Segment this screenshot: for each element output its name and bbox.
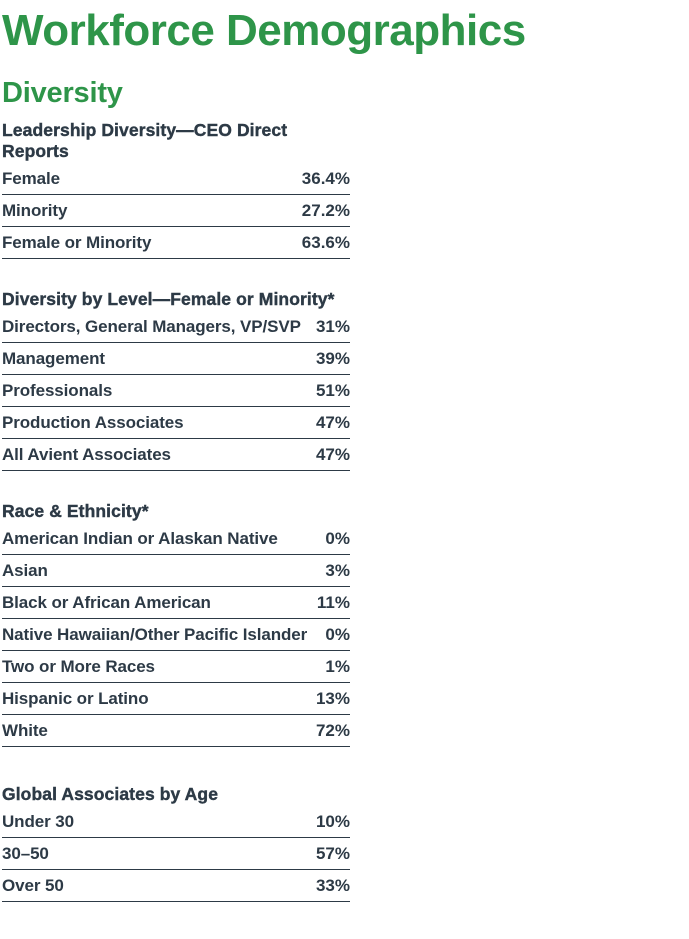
row-label: Hispanic or Latino bbox=[2, 688, 149, 708]
table-row: Directors, General Managers, VP/SVP 31% bbox=[2, 311, 350, 344]
table-heading: Race & Ethnicity* bbox=[2, 501, 149, 522]
table-row: Management 39% bbox=[2, 343, 350, 376]
row-label: Female bbox=[2, 168, 60, 188]
row-label: Management bbox=[2, 348, 105, 368]
row-label: Two or More Races bbox=[2, 656, 155, 676]
row-label: White bbox=[2, 720, 48, 740]
table-heading: Global Associates by Age bbox=[2, 784, 219, 805]
row-value: 27.2% bbox=[301, 200, 350, 220]
table-row: Minority 27.2% bbox=[2, 195, 350, 228]
row-value: 10% bbox=[315, 811, 350, 831]
row-value: 3% bbox=[325, 560, 350, 580]
row-value: 51% bbox=[315, 380, 350, 400]
row-label: Under 30 bbox=[2, 811, 74, 831]
row-label: Minority bbox=[2, 200, 68, 220]
row-label: All Avient Associates bbox=[2, 444, 171, 464]
table-row: Female or Minority 63.6% bbox=[2, 227, 350, 260]
section-title-diversity: Diversity bbox=[2, 76, 123, 109]
table-row: American Indian or Alaskan Native 0% bbox=[2, 523, 350, 556]
row-value: 39% bbox=[315, 348, 350, 368]
row-value: 31% bbox=[315, 316, 350, 336]
row-label: Female or Minority bbox=[2, 232, 152, 252]
table-row: Professionals 51% bbox=[2, 375, 350, 408]
table-race-ethnicity: Race & Ethnicity* American Indian or Ala… bbox=[2, 501, 350, 748]
page-title: Workforce Demographics bbox=[2, 6, 526, 55]
table-row: White 72% bbox=[2, 715, 350, 748]
row-value: 0% bbox=[325, 624, 350, 644]
table-heading: Diversity by Level—Female or Minority* bbox=[2, 289, 335, 310]
row-value: 47% bbox=[315, 444, 350, 464]
row-label: American Indian or Alaskan Native bbox=[2, 528, 278, 548]
row-label: Directors, General Managers, VP/SVP bbox=[2, 316, 301, 336]
table-row: Black or African American 11% bbox=[2, 587, 350, 620]
row-value: 63.6% bbox=[301, 232, 350, 252]
row-value: 33% bbox=[315, 875, 350, 895]
table-row: 30–50 57% bbox=[2, 838, 350, 871]
row-label: Black or African American bbox=[2, 592, 211, 612]
table-row: Two or More Races 1% bbox=[2, 651, 350, 684]
table-leadership-diversity: Leadership Diversity—CEO Direct Reports … bbox=[2, 120, 350, 260]
row-value: 11% bbox=[316, 592, 350, 612]
table-row: Asian 3% bbox=[2, 555, 350, 588]
row-label: Asian bbox=[2, 560, 48, 580]
row-label: Production Associates bbox=[2, 412, 184, 432]
table-heading: Leadership Diversity—CEO Direct Reports bbox=[2, 120, 288, 162]
row-value: 0% bbox=[325, 528, 350, 548]
row-label: Professionals bbox=[2, 380, 113, 400]
row-label: 30–50 bbox=[2, 843, 49, 863]
table-row: Over 50 33% bbox=[2, 870, 350, 903]
table-row: Hispanic or Latino 13% bbox=[2, 683, 350, 716]
table-global-associates-by-age: Global Associates by Age Under 30 10% 30… bbox=[2, 784, 350, 903]
table-diversity-by-level: Diversity by Level—Female or Minority* D… bbox=[2, 289, 350, 472]
row-value: 47% bbox=[315, 412, 350, 432]
row-value: 1% bbox=[325, 656, 350, 676]
table-row: Under 30 10% bbox=[2, 806, 350, 839]
row-value: 57% bbox=[315, 843, 350, 863]
table-row: Production Associates 47% bbox=[2, 407, 350, 440]
row-label: Native Hawaiian/Other Pacific Islander bbox=[2, 624, 308, 644]
row-value: 36.4% bbox=[301, 168, 350, 188]
table-row: All Avient Associates 47% bbox=[2, 439, 350, 472]
table-row: Female 36.4% bbox=[2, 163, 350, 196]
table-row: Native Hawaiian/Other Pacific Islander 0… bbox=[2, 619, 350, 652]
workforce-demographics-page: Workforce Demographics Diversity Leaders… bbox=[2, 6, 526, 903]
row-label: Over 50 bbox=[2, 875, 64, 895]
row-value: 13% bbox=[315, 688, 350, 708]
row-value: 72% bbox=[315, 720, 350, 740]
